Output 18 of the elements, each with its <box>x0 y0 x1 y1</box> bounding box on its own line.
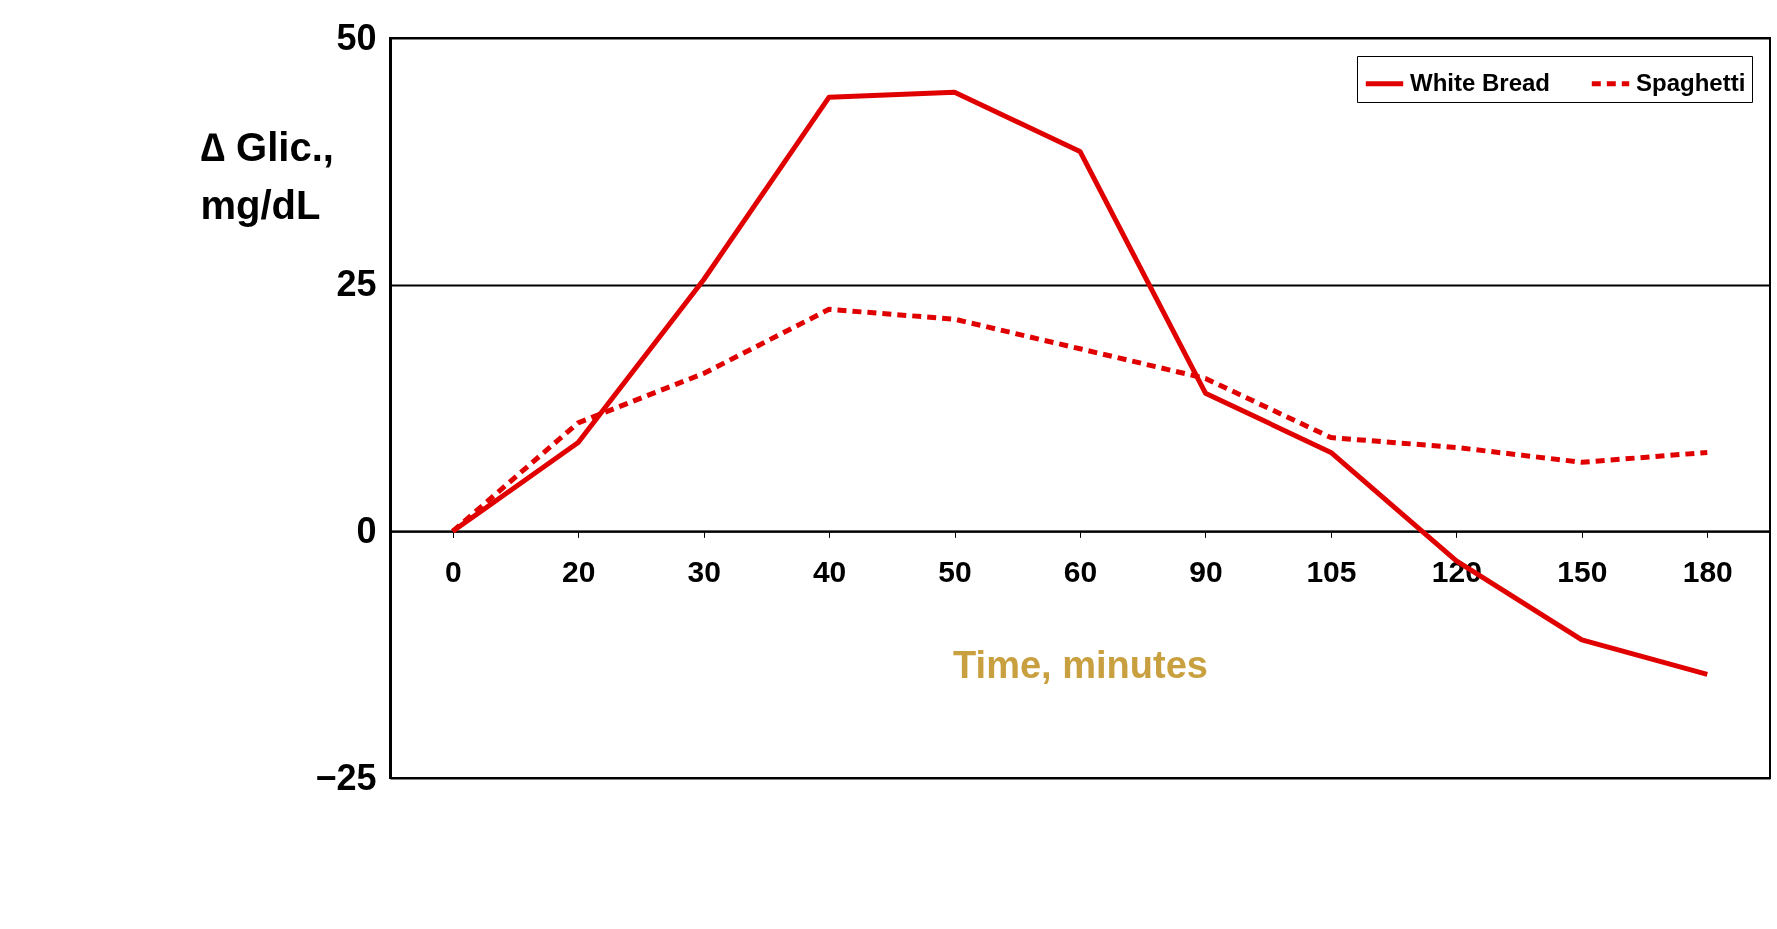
x-tick-label: 105 <box>1306 554 1357 588</box>
x-tick-label: 90 <box>1189 554 1223 588</box>
y-tick-label: 50 <box>336 16 377 58</box>
y-tick-label: 0 <box>356 509 377 551</box>
x-tick-label: 40 <box>812 554 847 588</box>
x-tick-label: 0 <box>444 554 462 588</box>
legend-label: Spaghetti <box>1636 68 1746 96</box>
legend-label: White Bread <box>1410 68 1551 96</box>
y-axis-title: ∆ Glic., mg/dL <box>200 124 334 227</box>
x-tick-label: 60 <box>1063 554 1098 588</box>
x-tick-label: 20 <box>561 554 596 588</box>
x-tick-label: 50 <box>938 554 972 588</box>
x-tick-label: 180 <box>1682 554 1733 588</box>
x-tick-label: 30 <box>687 554 721 588</box>
x-tick-label: 150 <box>1557 554 1608 588</box>
y-tick-label: 25 <box>336 263 377 305</box>
x-axis-title: Time, minutes <box>953 643 1208 686</box>
y-tick-label: −25 <box>315 756 377 798</box>
